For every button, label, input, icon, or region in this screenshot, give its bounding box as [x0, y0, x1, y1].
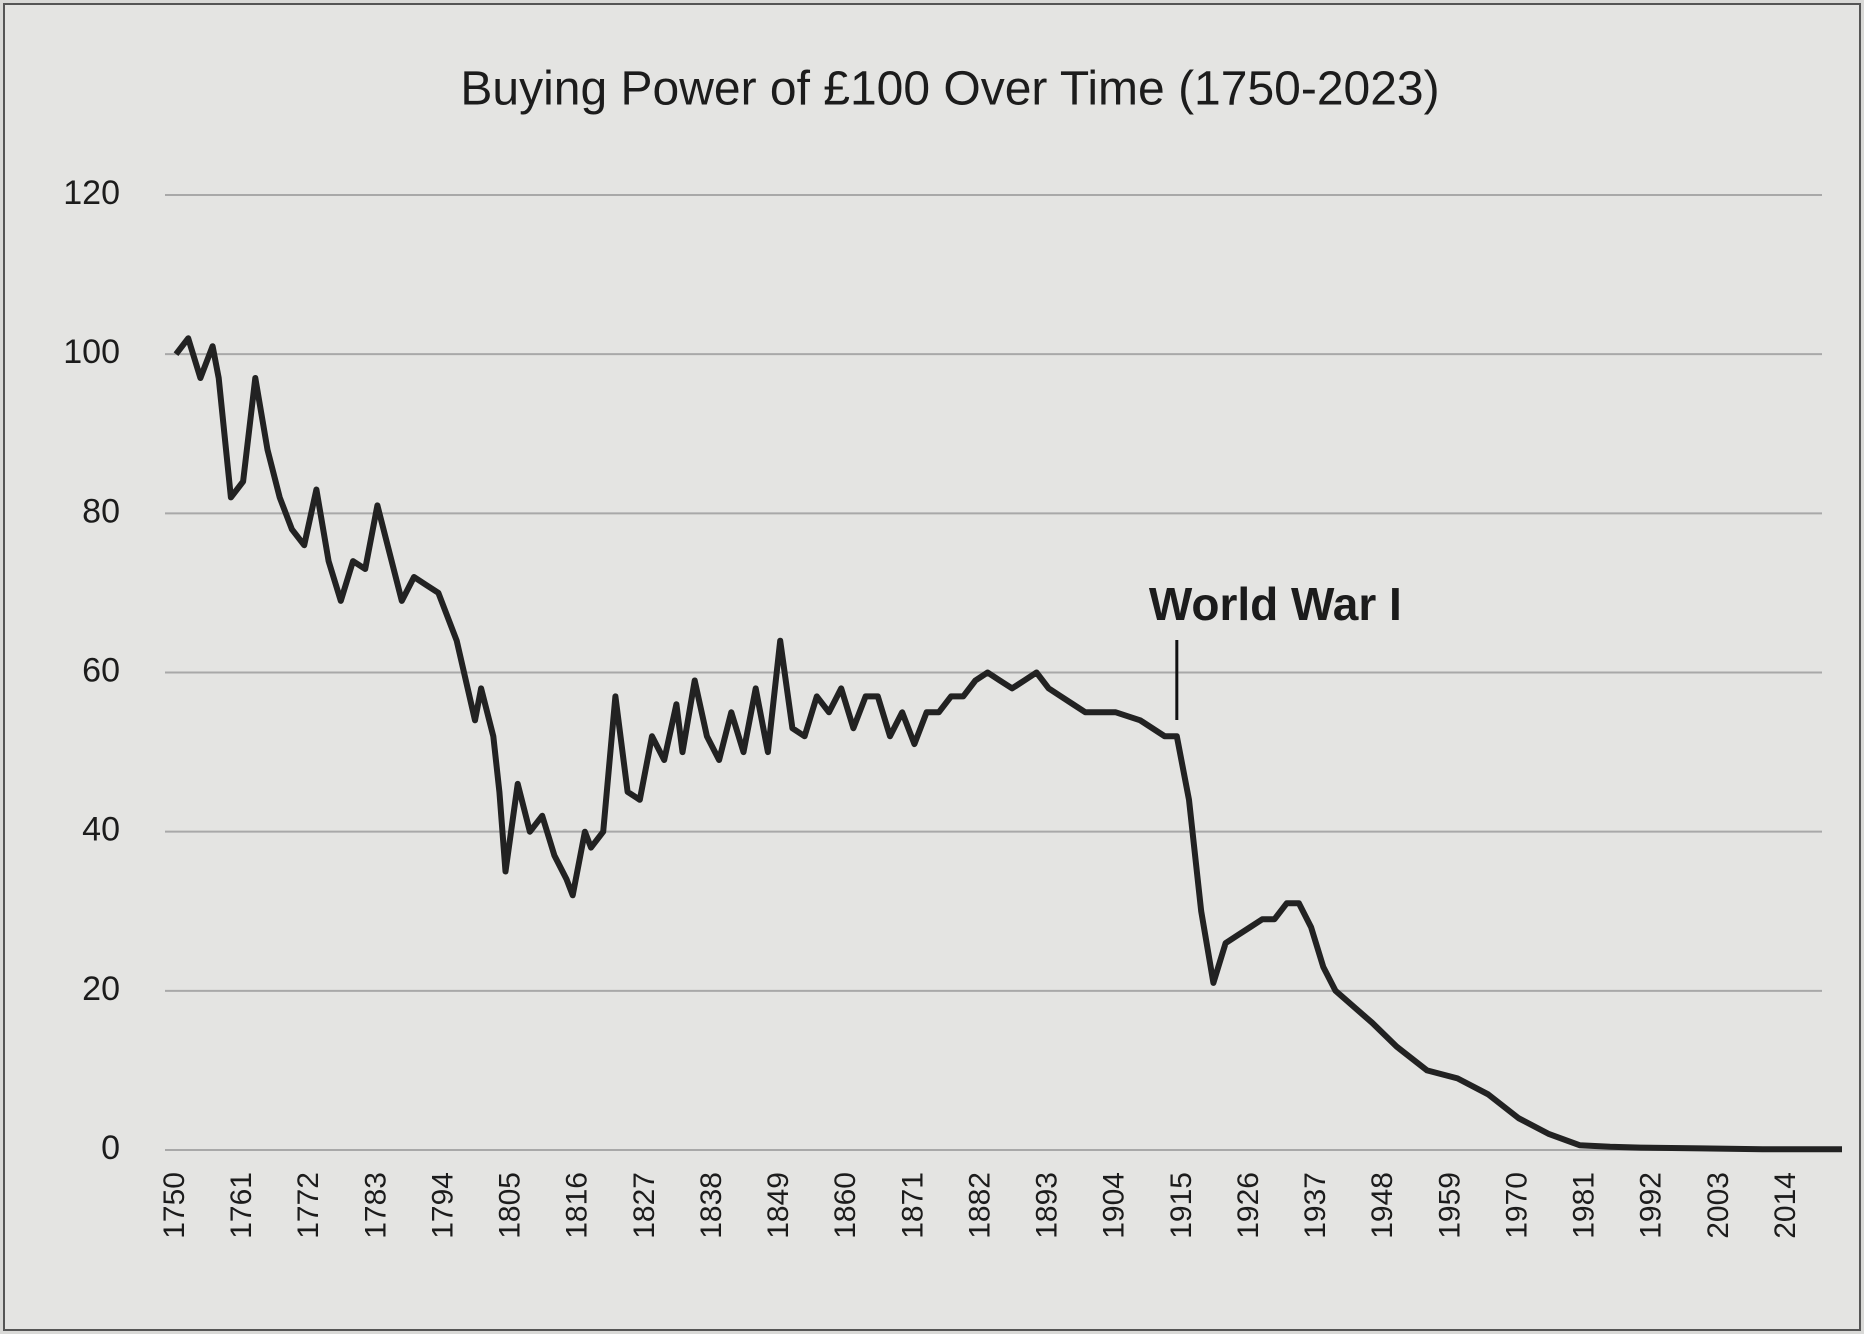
- x-tick-label: 1805: [494, 1172, 527, 1239]
- x-tick-label: 1915: [1165, 1172, 1198, 1239]
- x-tick-label: 1772: [292, 1172, 325, 1239]
- x-tick-label: 1783: [359, 1172, 392, 1239]
- y-tick-label: 40: [82, 811, 120, 849]
- x-tick-label: 1959: [1433, 1172, 1466, 1239]
- y-tick-label: 0: [101, 1129, 120, 1167]
- chart-title: Buying Power of £100 Over Time (1750-202…: [460, 63, 1439, 116]
- x-tick-label: 1860: [829, 1172, 862, 1239]
- y-tick-label: 100: [63, 333, 120, 371]
- x-tick-label: 1893: [1031, 1172, 1064, 1239]
- x-tick-label: 1761: [225, 1172, 258, 1239]
- y-tick-label: 80: [82, 492, 120, 530]
- x-tick-label: 1849: [762, 1172, 795, 1239]
- x-tick-label: 1794: [426, 1172, 459, 1239]
- x-tick-label: 1827: [628, 1172, 661, 1239]
- x-tick-label: 1882: [963, 1172, 996, 1239]
- annotation-label: World War I: [1149, 578, 1402, 630]
- x-tick-label: 1871: [896, 1172, 929, 1239]
- x-tick-label: 2014: [1769, 1172, 1802, 1239]
- x-tick-label: 1948: [1366, 1172, 1399, 1239]
- x-tick-label: 1937: [1299, 1172, 1332, 1239]
- x-tick-label: 1981: [1568, 1172, 1601, 1239]
- chart-frame: [3, 3, 1861, 1331]
- data-line: [173, 335, 1842, 1153]
- y-tick-label: 60: [82, 651, 120, 689]
- x-tick-label: 1926: [1232, 1172, 1265, 1239]
- y-tick-label: 120: [63, 174, 120, 212]
- x-tick-label: 1750: [158, 1172, 191, 1239]
- x-tick-label: 1816: [561, 1172, 594, 1239]
- y-tick-label: 20: [82, 970, 120, 1008]
- x-tick-label: 1904: [1098, 1172, 1131, 1239]
- x-tick-label: 1970: [1500, 1172, 1533, 1239]
- x-tick-label: 1992: [1635, 1172, 1668, 1239]
- x-tick-label: 1838: [695, 1172, 728, 1239]
- x-tick-label: 2003: [1702, 1172, 1735, 1239]
